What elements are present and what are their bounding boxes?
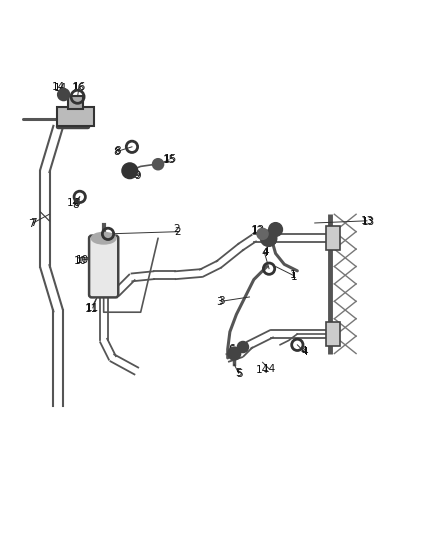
Text: 8: 8 — [74, 198, 80, 208]
Text: 14: 14 — [67, 198, 80, 208]
Text: 9: 9 — [134, 171, 141, 181]
Text: 13: 13 — [360, 216, 374, 226]
Text: 2: 2 — [173, 224, 180, 234]
Circle shape — [261, 230, 276, 246]
Circle shape — [228, 348, 240, 360]
Text: 4: 4 — [302, 347, 308, 357]
Text: 14: 14 — [265, 236, 278, 246]
Circle shape — [269, 223, 282, 236]
Text: 7: 7 — [30, 218, 36, 228]
Circle shape — [257, 229, 268, 239]
Text: 12: 12 — [251, 224, 265, 235]
Text: 15: 15 — [162, 155, 176, 165]
Text: 5: 5 — [237, 369, 243, 379]
Text: 1: 1 — [290, 271, 297, 281]
Text: 1: 1 — [290, 270, 296, 280]
Text: 2: 2 — [174, 227, 181, 237]
Text: 10: 10 — [75, 255, 88, 265]
Text: 13: 13 — [362, 217, 375, 227]
Text: 14: 14 — [53, 83, 67, 93]
Text: 9: 9 — [133, 170, 140, 180]
Text: 8: 8 — [113, 148, 120, 157]
Text: 4: 4 — [261, 248, 268, 259]
Text: 11: 11 — [85, 304, 99, 314]
Text: 8: 8 — [115, 146, 121, 156]
Circle shape — [153, 159, 163, 169]
Text: 16: 16 — [72, 83, 85, 93]
FancyBboxPatch shape — [326, 322, 340, 346]
Text: 3: 3 — [218, 296, 225, 306]
Text: 4: 4 — [300, 346, 307, 357]
Text: 7: 7 — [28, 219, 35, 229]
Text: 4: 4 — [263, 247, 269, 257]
FancyBboxPatch shape — [68, 96, 83, 109]
Text: 5: 5 — [235, 368, 242, 378]
Text: 12: 12 — [251, 226, 264, 236]
Circle shape — [58, 89, 69, 100]
FancyBboxPatch shape — [89, 236, 118, 297]
Circle shape — [122, 163, 138, 179]
Text: 14: 14 — [265, 236, 278, 245]
Text: 16: 16 — [73, 82, 86, 92]
Text: 14: 14 — [52, 82, 65, 92]
Ellipse shape — [92, 233, 116, 244]
FancyBboxPatch shape — [326, 226, 340, 251]
Circle shape — [238, 342, 248, 352]
Text: 8: 8 — [72, 200, 79, 209]
Text: 11: 11 — [86, 303, 99, 313]
Text: 6: 6 — [229, 344, 235, 354]
Text: 14: 14 — [256, 365, 269, 375]
Text: 15: 15 — [164, 154, 177, 164]
Text: 6: 6 — [228, 345, 234, 355]
Text: 3: 3 — [216, 297, 223, 307]
Text: 10: 10 — [74, 256, 87, 266]
Text: 14: 14 — [262, 364, 276, 374]
FancyBboxPatch shape — [57, 107, 94, 126]
